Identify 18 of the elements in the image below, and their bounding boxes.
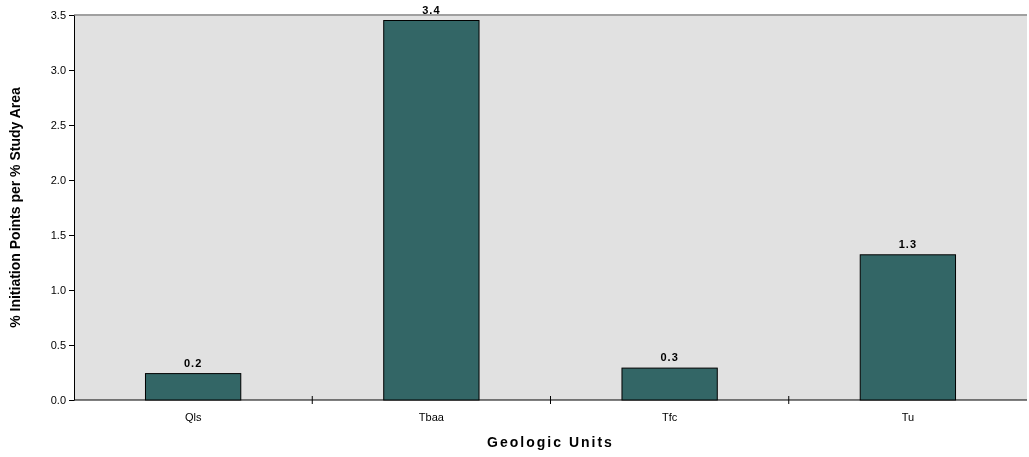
y-tick-label: 0.5 <box>50 339 66 352</box>
x-tick-label: Tu <box>901 411 915 423</box>
y-tick-label: 1.0 <box>50 284 66 297</box>
data-label: 0.2 <box>183 356 203 369</box>
data-label: 3.4 <box>422 3 441 16</box>
y-tick-label: 3.5 <box>50 9 66 22</box>
y-tick-label: 0.0 <box>50 394 66 407</box>
data-label: 1.3 <box>898 237 918 250</box>
y-tick-label: 1.5 <box>50 229 66 242</box>
data-label: 0.3 <box>660 351 679 364</box>
y-tick-label: 2.0 <box>50 174 66 187</box>
x-tick-label: Qls <box>184 411 202 423</box>
y-tick-label: 2.5 <box>50 119 66 132</box>
x-axis-title: Geologic Units <box>487 434 614 450</box>
y-axis-title: % Initiation Points per % Study Area <box>7 86 23 328</box>
y-tick-label: 3.0 <box>50 64 66 77</box>
x-tick-label: Tbaa <box>418 411 445 423</box>
x-tick-label: Tfc <box>661 411 678 423</box>
